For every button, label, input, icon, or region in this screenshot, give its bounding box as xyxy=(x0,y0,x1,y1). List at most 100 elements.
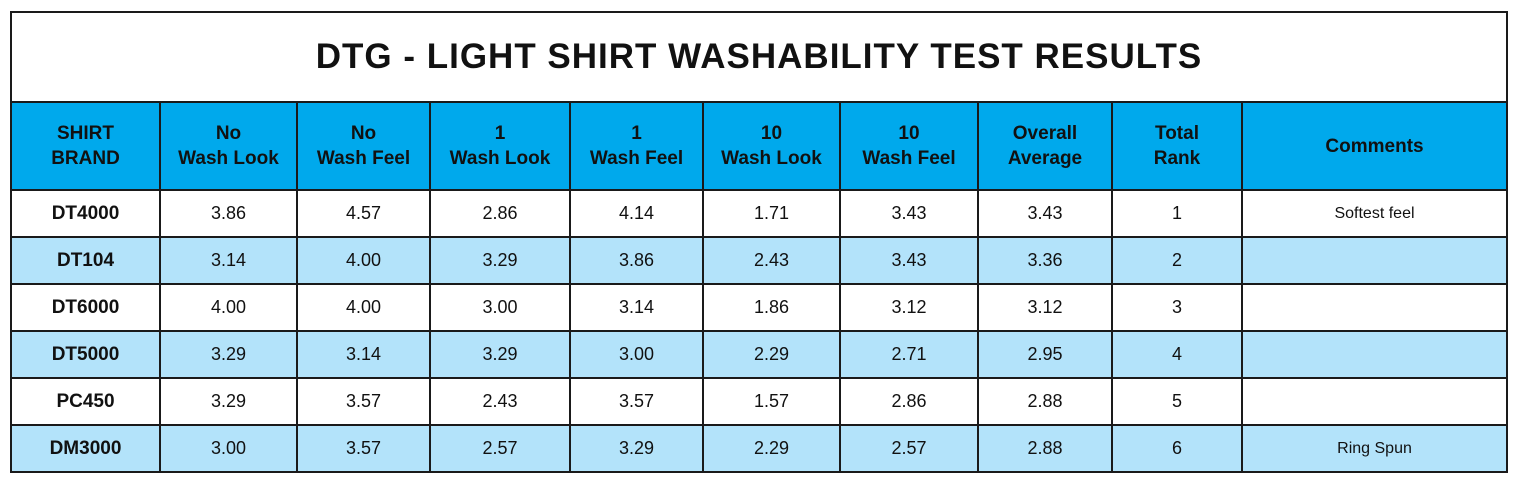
results-table: DTG - LIGHT SHIRT WASHABILITY TEST RESUL… xyxy=(10,11,1508,473)
column-header: 1 Wash Feel xyxy=(569,103,704,191)
column-header-line1: No xyxy=(350,123,377,144)
table-row: DM3000 3.00 3.57 2.57 3.29 2.29 2.57 2.88 6 Ring … xyxy=(12,424,1506,471)
rank-cell: 4 xyxy=(1111,330,1243,379)
score-cell: 2.95 xyxy=(977,330,1113,379)
score-cell: 3.57 xyxy=(296,424,431,471)
column-header-line1: SHIRT xyxy=(57,123,114,144)
column-header-line2: Rank xyxy=(1153,148,1201,169)
table-row: DT104 3.14 4.00 3.29 3.86 2.43 3.43 3.36 2 xyxy=(12,236,1506,285)
score-cell: 3.86 xyxy=(569,236,704,285)
comment-cell xyxy=(1241,236,1506,285)
score-cell: 2.71 xyxy=(839,330,979,379)
brand-cell: DT4000 xyxy=(12,189,161,238)
score-cell: 4.57 xyxy=(296,189,431,238)
comment-cell xyxy=(1241,283,1506,332)
column-header-line1: Total xyxy=(1155,123,1199,144)
score-cell: 1.86 xyxy=(702,283,841,332)
score-cell: 3.12 xyxy=(839,283,979,332)
score-cell: 4.00 xyxy=(296,236,431,285)
score-cell: 3.43 xyxy=(839,189,979,238)
column-header-line2: BRAND xyxy=(51,148,120,169)
score-cell: 3.14 xyxy=(296,330,431,379)
table-row: DT6000 4.00 4.00 3.00 3.14 1.86 3.12 3.12 3 xyxy=(12,283,1506,332)
column-header-line1: 1 xyxy=(631,123,642,144)
column-header: Overall Average xyxy=(977,103,1113,191)
column-header-line2: Average xyxy=(1007,148,1083,169)
column-header-line1: 10 xyxy=(760,123,783,144)
rank-cell: 3 xyxy=(1111,283,1243,332)
score-cell: 1.57 xyxy=(702,377,841,426)
score-cell: 2.43 xyxy=(702,236,841,285)
rank-cell: 2 xyxy=(1111,236,1243,285)
score-cell: 3.57 xyxy=(296,377,431,426)
score-cell: 3.36 xyxy=(977,236,1113,285)
score-cell: 3.29 xyxy=(429,330,571,379)
table-title: DTG - LIGHT SHIRT WASHABILITY TEST RESUL… xyxy=(12,13,1506,103)
score-cell: 4.00 xyxy=(159,283,298,332)
score-cell: 3.12 xyxy=(977,283,1113,332)
column-header-line2: Wash Feel xyxy=(862,148,956,169)
score-cell: 1.71 xyxy=(702,189,841,238)
column-header-line2: Wash Look xyxy=(721,148,822,169)
score-cell: 3.29 xyxy=(569,424,704,471)
column-header-line1: Overall xyxy=(1012,123,1078,144)
column-header: SHIRT BRAND xyxy=(12,103,161,191)
score-cell: 2.57 xyxy=(839,424,979,471)
score-cell: 3.00 xyxy=(569,330,704,379)
header-row: SHIRT BRAND No Wash Look No Wash Feel 1 Wash Lo… xyxy=(12,103,1506,191)
score-cell: 3.29 xyxy=(159,377,298,426)
comment-cell xyxy=(1241,330,1506,379)
rank-cell: 5 xyxy=(1111,377,1243,426)
score-cell: 2.88 xyxy=(977,424,1113,471)
column-header: No Wash Feel xyxy=(296,103,431,191)
score-cell: 3.43 xyxy=(977,189,1113,238)
column-header: 1 Wash Look xyxy=(429,103,571,191)
column-header-line2: Wash Feel xyxy=(316,148,411,169)
score-cell: 3.00 xyxy=(429,283,571,332)
score-cell: 3.14 xyxy=(159,236,298,285)
score-cell: 3.29 xyxy=(429,236,571,285)
score-cell: 2.86 xyxy=(429,189,571,238)
column-header-line1: No xyxy=(215,123,242,144)
brand-cell: DM3000 xyxy=(12,424,161,471)
comment-cell: Softest feel xyxy=(1241,189,1506,238)
score-cell: 3.29 xyxy=(159,330,298,379)
score-cell: 3.57 xyxy=(569,377,704,426)
score-cell: 3.86 xyxy=(159,189,298,238)
table-row: DT4000 3.86 4.57 2.86 4.14 1.71 3.43 3.43 1 Softe… xyxy=(12,189,1506,238)
column-header: 10 Wash Look xyxy=(702,103,841,191)
table-row: PC450 3.29 3.57 2.43 3.57 1.57 2.86 2.88 5 xyxy=(12,377,1506,426)
comment-cell xyxy=(1241,377,1506,426)
brand-cell: DT6000 xyxy=(12,283,161,332)
score-cell: 3.43 xyxy=(839,236,979,285)
brand-cell: DT5000 xyxy=(12,330,161,379)
rank-cell: 1 xyxy=(1111,189,1243,238)
table-body: DT4000 3.86 4.57 2.86 4.14 1.71 3.43 3.43 1 Softe… xyxy=(12,189,1506,471)
brand-cell: DT104 xyxy=(12,236,161,285)
score-cell: 2.29 xyxy=(702,330,841,379)
comment-cell: Ring Spun xyxy=(1241,424,1506,471)
score-cell: 2.86 xyxy=(839,377,979,426)
column-header-line1: Comments xyxy=(1325,135,1424,157)
data-table: SHIRT BRAND No Wash Look No Wash Feel 1 Wash Lo… xyxy=(12,103,1506,471)
column-header-line1: 10 xyxy=(898,123,920,144)
table-row: DT5000 3.29 3.14 3.29 3.00 2.29 2.71 2.95 4 xyxy=(12,330,1506,379)
column-header-line1: 1 xyxy=(494,123,506,144)
column-header: 10 Wash Feel xyxy=(839,103,979,191)
brand-cell: PC450 xyxy=(12,377,161,426)
score-cell: 3.14 xyxy=(569,283,704,332)
column-header: No Wash Look xyxy=(159,103,298,191)
score-cell: 4.00 xyxy=(296,283,431,332)
score-cell: 2.88 xyxy=(977,377,1113,426)
rank-cell: 6 xyxy=(1111,424,1243,471)
column-header: Comments xyxy=(1241,103,1506,191)
column-header-line2: Wash Feel xyxy=(589,148,684,169)
score-cell: 2.29 xyxy=(702,424,841,471)
score-cell: 2.57 xyxy=(429,424,571,471)
score-cell: 2.43 xyxy=(429,377,571,426)
score-cell: 4.14 xyxy=(569,189,704,238)
column-header: Total Rank xyxy=(1111,103,1243,191)
column-header-line2: Wash Look xyxy=(449,148,551,169)
score-cell: 3.00 xyxy=(159,424,298,471)
column-header-line2: Wash Look xyxy=(178,148,279,169)
